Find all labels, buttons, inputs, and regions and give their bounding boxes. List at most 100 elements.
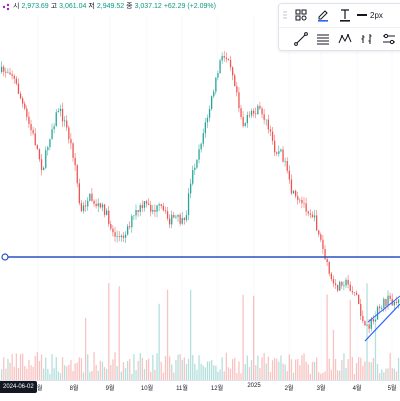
candle-body: [118, 236, 120, 238]
candle-body: [164, 210, 167, 212]
volume-bar: [5, 368, 7, 380]
drag-grip-2-icon: [281, 30, 289, 48]
candle-body: [253, 110, 255, 114]
volume-bar: [68, 364, 70, 380]
volume-bar: [316, 357, 318, 380]
volume-bar: [61, 357, 64, 380]
template-grid-button[interactable]: [291, 6, 311, 24]
candle-body: [148, 203, 150, 205]
candle-body: [353, 292, 356, 293]
volume-bar: [238, 361, 240, 380]
low-label: 저: [88, 3, 95, 10]
symbol-dots-icon[interactable]: [2, 3, 10, 11]
candle-body: [129, 226, 131, 228]
volume-bar: [162, 372, 164, 380]
candle-body: [395, 301, 398, 304]
candle-body: [166, 211, 169, 219]
candle-body: [181, 218, 183, 224]
volume-bar: [339, 370, 341, 380]
candle-body: [370, 319, 372, 329]
candle-body: [49, 139, 51, 148]
volume-bar: [72, 371, 74, 380]
volume-bar: [40, 354, 43, 380]
volume-bar: [225, 352, 227, 380]
volume-bar: [324, 371, 326, 380]
candle-body: [301, 200, 303, 204]
candle-body: [196, 159, 198, 168]
volume-bar: [240, 373, 242, 380]
line-width-label: 2px: [370, 10, 383, 20]
candle-body: [276, 152, 278, 154]
candle-body: [328, 262, 330, 274]
volume-bar: [66, 366, 68, 380]
volume-bar: [57, 371, 59, 380]
volume-bar: [376, 364, 379, 380]
volume-bar: [139, 352, 141, 380]
volume-bar: [158, 303, 160, 380]
candle-body: [204, 122, 206, 134]
volume-bar: [267, 356, 269, 380]
volume-bar: [156, 352, 158, 380]
candle-body: [267, 119, 269, 130]
candle-body: [175, 216, 177, 218]
volume-bar: [360, 357, 362, 380]
horizontal-line-handle[interactable]: [1, 253, 9, 261]
candle-body: [26, 108, 28, 117]
drag-grip-icon[interactable]: [281, 6, 289, 24]
volume-bar: [364, 361, 366, 380]
candle-body: [234, 75, 236, 87]
volume-bar: [328, 358, 330, 380]
volume-bar: [198, 355, 200, 380]
candle-body: [135, 210, 137, 216]
candle-body: [40, 159, 43, 171]
candle-body: [232, 67, 234, 76]
trend-line-tool[interactable]: [291, 30, 311, 48]
volume-bar: [383, 372, 385, 380]
candle-body: [66, 120, 68, 128]
volume-bar: [19, 354, 22, 380]
trend-line-lower[interactable]: [364, 303, 400, 342]
settings-lines-tool[interactable]: [379, 30, 399, 48]
volume-bar: [271, 360, 274, 380]
horizontal-lines-tool[interactable]: [313, 30, 333, 48]
candle-body: [358, 294, 360, 305]
candle-body: [124, 234, 127, 238]
candle-body: [106, 210, 108, 215]
candle-body: [51, 129, 53, 140]
candle-body: [190, 183, 192, 194]
time-axis[interactable]: [0, 380, 400, 401]
candle-body: [250, 110, 253, 116]
candle-body: [7, 72, 9, 74]
line-width-button[interactable]: 2px: [357, 6, 391, 24]
volume-bar: [223, 371, 225, 380]
candle-body: [158, 204, 160, 206]
volume-bar: [320, 373, 322, 380]
line-color-button[interactable]: [313, 6, 333, 24]
volume-bar: [173, 372, 175, 380]
candle-body: [9, 72, 11, 75]
volume-bar: [152, 354, 154, 380]
candle-body: [97, 203, 99, 207]
volume-bar: [284, 364, 286, 380]
trend-line-upper[interactable]: [367, 295, 400, 323]
volume-bar: [99, 360, 101, 380]
candle-body: [332, 279, 335, 284]
candle-body: [139, 205, 141, 212]
volume-bar: [38, 360, 41, 380]
time-axis-tick: 4월: [352, 386, 362, 392]
candle-body: [101, 204, 104, 208]
candle-body: [305, 203, 307, 212]
pattern-tool[interactable]: [335, 30, 355, 48]
candle-body: [154, 209, 156, 212]
candle-body: [208, 108, 211, 118]
volume-bar: [326, 294, 328, 380]
high-label: 고: [50, 3, 58, 10]
candle-body: [307, 211, 309, 214]
bars-pattern-tool[interactable]: [357, 30, 377, 48]
candle-body: [326, 259, 328, 263]
volume-bar: [80, 358, 83, 380]
text-color-button[interactable]: [335, 6, 355, 24]
grid-dots-icon: [295, 9, 307, 21]
candle-body: [343, 285, 345, 287]
